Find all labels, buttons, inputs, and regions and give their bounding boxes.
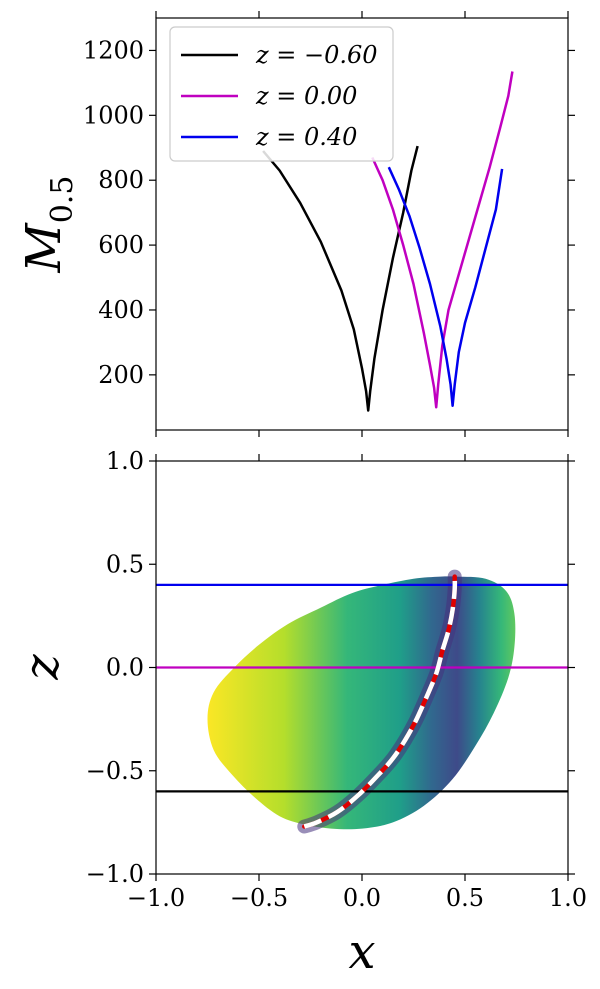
ytick-label: 1200	[83, 36, 144, 64]
valley-curve-white	[303, 576, 458, 829]
xtick-label: 1.0	[549, 884, 587, 912]
xtick-label: 0.5	[446, 884, 484, 912]
density-panel: −1.0 −0.5 0.0 0.5 1.0 −1.0 −0.5 0.0 0.5 1.0 z x	[14, 447, 587, 980]
ytick-label: 0.0	[106, 654, 144, 682]
series-line-0	[262, 145, 419, 412]
density-panel-xlabel: x	[348, 924, 375, 980]
ytick-label: 0.5	[106, 550, 144, 578]
series-line-2	[387, 166, 504, 407]
xtick-label: −1.0	[127, 884, 185, 912]
ytick-label: 200	[98, 361, 144, 389]
legend-entry: z = −0.60	[255, 41, 378, 69]
density-region	[207, 576, 516, 830]
mass-panel-ylabel: M0.5	[16, 176, 80, 274]
legend: z = −0.60 z = 0.00 z = 0.40	[169, 26, 394, 162]
ytick-label: 1.0	[106, 447, 144, 475]
ytick-label: −0.5	[86, 757, 144, 785]
legend-entry: z = 0.00	[255, 82, 357, 110]
legend-box	[169, 26, 394, 162]
mass-panel: 200 400 600 800 1000 1200 M0.5 z = −0.60 z = 0…	[16, 11, 575, 437]
ytick-label: 600	[98, 231, 144, 259]
xtick-label: 0.0	[343, 884, 381, 912]
series-line-1	[371, 71, 514, 409]
legend-entry: z = 0.40	[255, 123, 357, 151]
xtick-label: −0.5	[230, 884, 288, 912]
ytick-label: 400	[98, 296, 144, 324]
ytick-label: 1000	[83, 101, 144, 129]
density-panel-ylabel: z	[14, 654, 70, 681]
ytick-label: −1.0	[86, 860, 144, 888]
ytick-label: 800	[98, 166, 144, 194]
